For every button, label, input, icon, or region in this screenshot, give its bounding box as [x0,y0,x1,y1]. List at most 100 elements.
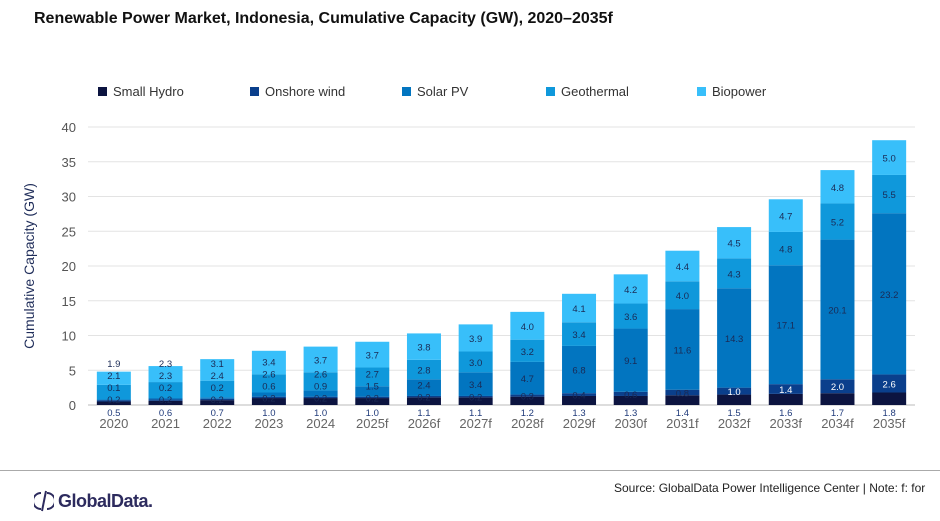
bar-segment-solar-pv [96,399,131,401]
bar-segment-biopower [148,366,183,383]
data-label: 2.8 [417,366,430,377]
bar-segment-solar-pv [458,372,493,396]
bar-segment-onshore-wind [303,396,338,399]
y-tick-label: 25 [62,224,76,239]
data-label: 1.2 [521,408,534,419]
data-label: 3.7 [366,351,379,362]
bar-segment-small-hydro [96,401,131,405]
data-label: 2.0 [831,382,844,393]
bar-segment-onshore-wind [355,396,390,399]
bar-segment-solar-pv [717,288,752,388]
x-tick-label: 2024 [306,416,335,431]
bar-segment-onshore-wind [562,393,597,396]
data-label: 4.0 [676,291,689,302]
data-label: 0.2 [211,383,224,394]
legend-item: Geothermal [546,84,629,99]
data-label: 0.8 [676,388,689,399]
bar-segment-small-hydro [872,392,907,405]
x-tick-label: 2032f [718,416,751,431]
x-tick-label: 2021 [151,416,180,431]
bar-segment-onshore-wind [768,384,803,394]
legend-label: Biopower [712,84,767,99]
bar-segment-biopower [872,140,907,175]
bar-segment-biopower [613,274,648,304]
y-tick-label: 5 [69,363,76,378]
legend: Small Hydro Onshore wind Solar PV Geotherma… [0,84,940,104]
data-label: 2.4 [211,371,224,382]
x-tick-label: 2027f [459,416,492,431]
legend-item: Onshore wind [250,84,345,99]
data-label: 3.4 [262,357,275,368]
data-label: 0.4 [572,391,585,402]
bar-segment-onshore-wind [406,395,441,398]
legend-swatch [546,87,555,96]
data-label: 4.1 [572,304,585,315]
data-label: 4.7 [779,212,792,223]
bar-segment-small-hydro [458,397,493,405]
data-label: 2.3 [159,359,172,370]
bar-segment-small-hydro [148,400,183,405]
data-label: 1.0 [314,408,327,419]
footer-divider [0,470,940,471]
bar-segment-solar-pv [768,265,803,385]
bar-segment-geothermal [406,359,441,380]
data-label: 2.7 [366,369,379,380]
y-tick-label: 40 [62,120,76,135]
data-label: 0.6 [262,381,275,392]
legend-item: Small Hydro [98,84,184,99]
bar-segment-geothermal [355,367,390,387]
data-label: 0.7 [211,408,224,419]
bar-segment-biopower [562,293,597,323]
bar-segment-biopower [303,346,338,373]
y-tick-label: 20 [62,259,76,274]
bar-segment-solar-pv [562,345,597,394]
y-tick-label: 0 [69,398,76,413]
bar-segment-biopower [665,250,700,282]
data-label: 4.4 [676,262,689,273]
data-label: 1.0 [262,408,275,419]
bar-segment-geothermal [510,339,545,362]
bar-segment-biopower [717,227,752,259]
data-label: 14.3 [725,334,744,345]
data-label: 3.8 [417,343,430,354]
chart-title: Renewable Power Market, Indonesia, Cumul… [34,10,613,27]
data-label: 0.2 [262,393,275,404]
data-label: 1.4 [779,385,792,396]
bar-segment-geothermal [200,380,235,398]
x-tick-label: 2025f [356,416,389,431]
globaldata-logo: GlobalData. [34,489,153,513]
bar-segment-geothermal [148,382,183,399]
data-label: 5.5 [883,190,896,201]
data-label: 4.5 [727,239,740,250]
bar-segment-small-hydro [303,398,338,405]
data-label: 4.8 [831,183,844,194]
data-label: 3.1 [211,359,224,370]
data-label: 1.5 [727,408,740,419]
data-label: 0.9 [314,381,327,392]
bar-segment-geothermal [458,351,493,373]
data-label: 2.6 [314,369,327,380]
x-tick-label: 2022 [203,416,232,431]
bar-segment-solar-pv [872,213,907,375]
bar-segment-geothermal [717,258,752,289]
x-tick-label: 2028f [511,416,544,431]
source-note: Source: GlobalData Power Intelligence Ce… [614,481,926,495]
data-label: 1.5 [366,381,379,392]
x-tick-label: 2031f [666,416,699,431]
bar-segment-small-hydro [665,395,700,405]
x-tick-label: 2030f [614,416,647,431]
x-tick-label: 2035f [873,416,906,431]
data-label: 4.3 [727,269,740,280]
data-label: 5.2 [831,218,844,229]
bar-segment-onshore-wind [200,398,235,401]
bar-segment-biopower [96,371,131,385]
bar-segment-biopower [406,333,441,360]
bar-segment-solar-pv [200,397,235,399]
bar-segment-solar-pv [355,386,390,397]
legend-swatch [402,87,411,96]
data-label: 9.1 [624,356,637,367]
legend-label: Geothermal [561,84,629,99]
bar-segment-onshore-wind [510,394,545,397]
x-tick-label: 2034f [821,416,854,431]
data-label: 0.3 [521,392,534,403]
